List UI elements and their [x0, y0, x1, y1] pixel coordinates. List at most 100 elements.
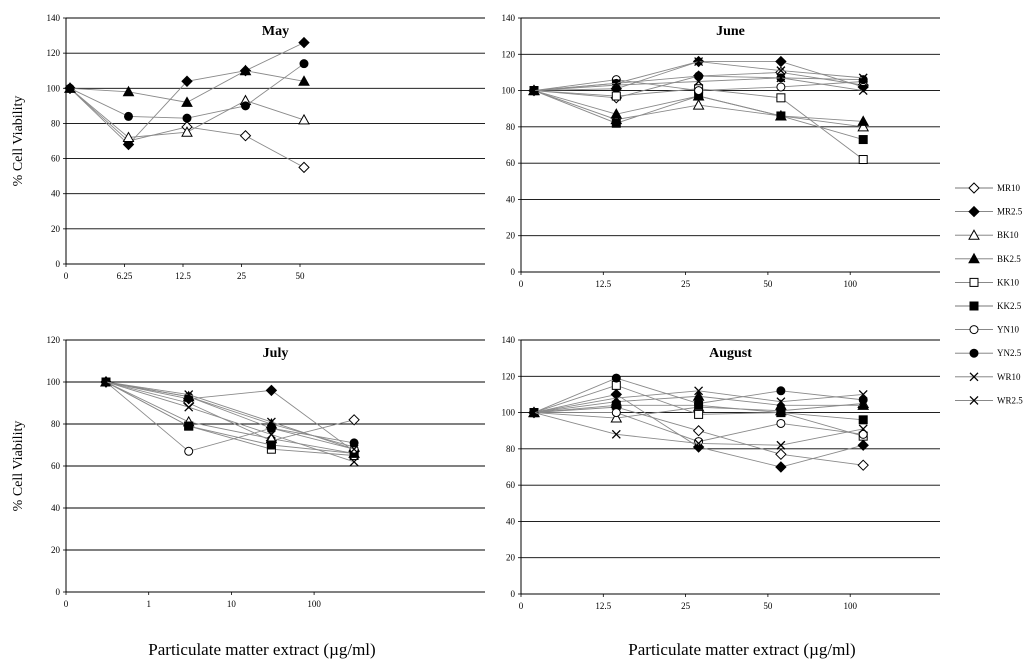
data-point-yn25 [611, 373, 621, 383]
data-point-yn25 [65, 83, 75, 93]
chart-panel-june: 0 20 40 60 80 100 120 140 0 12.5 25 50 100 June [502, 13, 940, 289]
chart-title: June [716, 24, 745, 39]
legend-label: WR2.5 [997, 395, 1023, 405]
data-point-mr25 [298, 36, 310, 49]
data-point-yn25 [858, 75, 868, 85]
x-tick-label: 50 [296, 271, 306, 281]
y-tick-label: 20 [51, 545, 61, 555]
legend-marker-wr25 [969, 395, 979, 405]
legend-label: KK2.5 [997, 301, 1022, 311]
data-point-yn10 [694, 86, 704, 96]
data-point-wr25 [776, 397, 786, 407]
data-point-kk25 [858, 415, 868, 425]
x-axis-label-right: Particulate matter extract (µg/ml) [628, 640, 855, 659]
legend: MR10 MR2.5 BK10 BK2.5 KK10 KK2.5 YN10 YN2.5 WR10… [955, 182, 1023, 405]
y-tick-label: 120 [47, 335, 61, 345]
data-point-yn25 [694, 71, 704, 81]
y-tick-label: 100 [502, 408, 516, 418]
legend-item: YN2.5 [955, 348, 1022, 358]
data-point-wr10 [858, 86, 868, 96]
data-point-yn25 [299, 59, 309, 69]
y-tick-label: 120 [47, 48, 61, 58]
data-point-kk10 [858, 155, 868, 165]
data-point-kk25 [776, 111, 786, 121]
legend-item: MR10 [955, 182, 1021, 194]
y-tick-label: 40 [51, 189, 61, 199]
legend-marker-yn25 [969, 348, 979, 358]
y-tick-label: 60 [51, 154, 61, 164]
data-point-wr25 [184, 390, 194, 400]
data-point-mr25 [775, 461, 787, 473]
legend-label: WR10 [997, 372, 1021, 382]
data-point-mr10 [775, 448, 787, 461]
y-tick-label: 40 [51, 503, 61, 513]
y-tick-label: 20 [506, 231, 516, 241]
y-tick-label: 80 [506, 122, 516, 132]
data-point-yn10 [184, 446, 194, 456]
y-tick-label: 60 [506, 480, 516, 490]
legend-label: YN2.5 [997, 348, 1022, 358]
y-tick-label: 140 [502, 13, 516, 23]
data-point-yn25 [124, 111, 133, 121]
y-tick-label: 0 [56, 587, 61, 597]
legend-marker-kk25 [969, 301, 979, 311]
data-point-wr25 [611, 393, 621, 403]
series-line-wr10 [105, 381, 355, 463]
legend-label: YN10 [997, 325, 1019, 335]
data-point-kk25 [776, 408, 786, 418]
y-tick-label: 0 [56, 259, 61, 269]
data-point-kk25 [184, 421, 194, 431]
data-point-kk25 [611, 118, 621, 128]
data-point-bk25 [610, 108, 623, 119]
data-point-yn25 [694, 399, 704, 408]
y-tick-label: 0 [511, 589, 516, 599]
y-tick-label: 20 [51, 224, 61, 234]
data-point-wr25 [266, 417, 276, 427]
x-tick-label: 100 [307, 599, 321, 609]
data-point-yn10 [776, 82, 786, 92]
x-tick-label: 0 [64, 271, 69, 281]
series-line-yn25 [69, 63, 305, 119]
y-tick-label: 100 [502, 86, 516, 96]
x-tick-label: 100 [843, 601, 857, 611]
y-tick-label: 0 [511, 267, 516, 277]
data-point-yn25 [241, 101, 250, 111]
legend-item: KK2.5 [955, 301, 1022, 311]
y-tick-label: 140 [502, 335, 516, 345]
x-tick-label: 10 [227, 599, 237, 609]
chart-title: July [263, 346, 289, 361]
x-tick-label: 1 [146, 599, 151, 609]
y-tick-label: 80 [51, 118, 61, 128]
data-point-wr10 [776, 440, 786, 450]
legend-item: KK10 [955, 277, 1019, 287]
data-point-bk10 [857, 120, 870, 132]
series-line-wr25 [105, 381, 355, 450]
data-point-wr25 [101, 377, 111, 387]
y-tick-label: 80 [506, 444, 516, 454]
legend-marker-yn10 [969, 325, 979, 335]
data-point-wr25 [694, 57, 704, 67]
data-point-bk25 [122, 85, 135, 97]
legend-label: MR2.5 [997, 207, 1023, 217]
data-point-bk10 [610, 411, 623, 423]
series-line-mr25 [105, 381, 355, 452]
legend-marker-bk10 [968, 229, 980, 240]
data-point-bk25 [181, 96, 193, 107]
data-point-wr10 [694, 438, 704, 448]
data-point-kk25 [858, 135, 868, 145]
legend-label: MR10 [997, 183, 1021, 193]
x-tick-label: 12.5 [595, 279, 611, 289]
data-point-wr25 [529, 86, 539, 96]
data-point-wr10 [349, 457, 359, 467]
data-point-yn10 [694, 437, 704, 447]
x-tick-label: 25 [237, 271, 247, 281]
data-point-yn10 [776, 418, 786, 428]
series-line-mr10 [105, 381, 355, 442]
data-point-yn25 [266, 423, 276, 433]
data-point-wr25 [611, 78, 621, 88]
data-point-wr25 [349, 444, 359, 454]
data-point-bk25 [692, 390, 705, 401]
legend-item: YN10 [955, 325, 1019, 335]
data-point-bk25 [298, 75, 310, 86]
